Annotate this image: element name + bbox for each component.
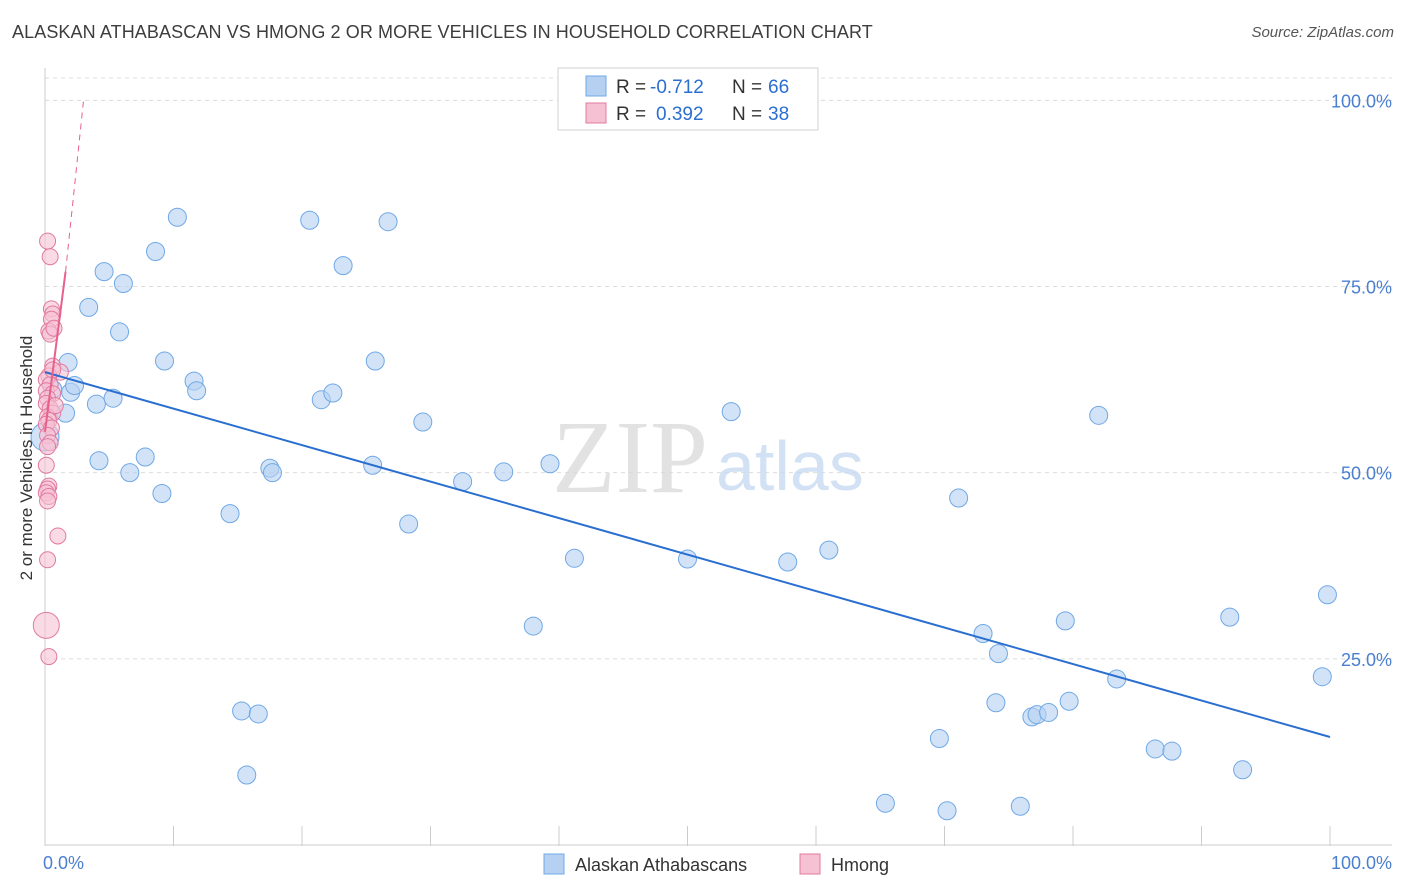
data-point-alaskan-athabascan xyxy=(937,801,957,821)
data-point-hmong xyxy=(39,551,57,569)
data-point-alaskan-athabascan xyxy=(89,451,109,471)
watermark-atlas: atlas xyxy=(716,427,864,505)
legend-n-label-1: N = xyxy=(732,77,762,98)
data-point-alaskan-athabascan xyxy=(1059,691,1079,711)
grid-lines xyxy=(45,77,1392,660)
data-point-alaskan-athabascan xyxy=(875,793,895,813)
legend-r-value-1: -0.712 xyxy=(650,77,704,98)
data-point-alaskan-athabascan xyxy=(540,454,560,474)
data-point-alaskan-athabascan xyxy=(988,644,1008,664)
data-point-alaskan-athabascan xyxy=(86,394,106,414)
data-point-alaskan-athabascan xyxy=(1010,796,1030,816)
data-point-alaskan-athabascan xyxy=(365,351,385,371)
data-point-alaskan-athabascan xyxy=(79,297,99,317)
x-tick-label-min: 0.0% xyxy=(43,853,84,873)
x-tick-label-max: 100.0% xyxy=(1331,853,1392,873)
tick-labels: 25.0% 50.0% 75.0% 100.0% 0.0% 100.0% xyxy=(43,91,1392,873)
data-point-alaskan-athabascan xyxy=(113,274,133,294)
legend-r-label-1: R = xyxy=(616,77,646,98)
data-point-alaskan-athabascan xyxy=(721,402,741,422)
bottom-legend-label-1: Alaskan Athabascans xyxy=(575,855,747,875)
data-point-alaskan-athabascan xyxy=(146,242,166,262)
legend-swatch-pink xyxy=(585,102,607,124)
data-point-alaskan-athabascan xyxy=(1055,611,1075,631)
source-label: Source: ZipAtlas.com xyxy=(1251,24,1394,41)
data-point-alaskan-athabascan xyxy=(248,704,268,724)
bottom-legend-swatch-pink xyxy=(799,853,821,875)
data-point-alaskan-athabascan xyxy=(523,616,543,636)
data-point-alaskan-athabascan xyxy=(237,765,257,785)
data-point-hmong xyxy=(46,397,64,415)
data-point-alaskan-athabascan xyxy=(494,462,514,482)
data-point-alaskan-athabascan xyxy=(1089,405,1109,425)
data-point-alaskan-athabascan xyxy=(1220,607,1240,627)
data-point-alaskan-athabascan xyxy=(819,540,839,560)
data-point-alaskan-athabascan xyxy=(300,210,320,230)
data-point-alaskan-athabascan xyxy=(1233,760,1253,780)
y-tick-label: 100.0% xyxy=(1331,91,1392,111)
data-point-alaskan-athabascan xyxy=(1317,585,1337,605)
data-point-alaskan-athabascan xyxy=(232,701,252,721)
data-point-hmong xyxy=(32,611,60,639)
data-point-hmong xyxy=(40,648,58,666)
data-point-alaskan-athabascan xyxy=(333,256,353,276)
data-point-alaskan-athabascan xyxy=(110,322,130,342)
bottom-legend-swatch-blue xyxy=(543,853,565,875)
data-point-alaskan-athabascan xyxy=(399,514,419,534)
trend-lines xyxy=(44,100,1331,738)
data-point-alaskan-athabascan xyxy=(120,463,140,483)
data-point-alaskan-athabascan xyxy=(220,504,240,524)
data-point-alaskan-athabascan xyxy=(135,447,155,467)
bottom-legend-label-2: Hmong xyxy=(831,855,889,875)
data-point-alaskan-athabascan xyxy=(94,262,114,282)
trend-line-hmong-extension xyxy=(65,100,85,272)
data-point-alaskan-athabascan xyxy=(413,412,433,432)
data-point-alaskan-athabascan xyxy=(262,463,282,483)
y-tick-label: 75.0% xyxy=(1341,278,1392,298)
watermark-zip: ZIP xyxy=(552,400,708,515)
data-point-hmong xyxy=(37,456,55,474)
legend-n-value-2: 38 xyxy=(768,104,789,125)
data-point-alaskan-athabascan xyxy=(323,383,343,403)
legend-r-label-2: R = xyxy=(616,104,646,125)
data-point-alaskan-athabascan xyxy=(986,693,1006,713)
y-tick-label: 50.0% xyxy=(1341,464,1392,484)
y-tick-label: 25.0% xyxy=(1341,650,1392,670)
data-point-alaskan-athabascan xyxy=(778,552,798,572)
data-point-hmong xyxy=(39,232,57,250)
chart-title: ALASKAN ATHABASCAN VS HMONG 2 OR MORE VE… xyxy=(12,22,873,42)
trend-line-alaskan-athabascan xyxy=(44,371,1331,738)
data-point-alaskan-athabascan xyxy=(1039,702,1059,722)
stats-legend: R = -0.712 N = 66 R = 0.392 N = 38 xyxy=(557,67,819,131)
legend-swatch-blue xyxy=(585,75,607,97)
data-point-alaskan-athabascan xyxy=(1145,739,1165,759)
data-point-hmong xyxy=(39,492,57,510)
data-point-alaskan-athabascan xyxy=(1312,667,1332,687)
data-point-alaskan-athabascan xyxy=(678,549,697,569)
data-point-alaskan-athabascan xyxy=(564,548,584,568)
data-point-alaskan-athabascan xyxy=(155,351,175,371)
data-point-alaskan-athabascan xyxy=(152,484,172,504)
legend-n-label-2: N = xyxy=(732,104,762,125)
data-point-hmong xyxy=(49,527,67,545)
data-point-hmong xyxy=(41,248,59,266)
legend-r-value-2: 0.392 xyxy=(656,104,704,125)
series-alaskan-athabascans xyxy=(30,207,1337,821)
legend-n-value-1: 66 xyxy=(768,77,789,98)
series-legend: Alaskan Athabascans Hmong xyxy=(543,853,889,875)
trend-line-hmong xyxy=(44,271,67,432)
data-point-alaskan-athabascan xyxy=(949,488,969,508)
data-point-alaskan-athabascan xyxy=(929,729,949,749)
data-point-alaskan-athabascan xyxy=(187,381,207,401)
data-point-alaskan-athabascan xyxy=(167,207,187,227)
data-point-alaskan-athabascan xyxy=(1162,741,1182,761)
axes xyxy=(44,68,1392,846)
data-point-alaskan-athabascan xyxy=(378,212,398,232)
data-point-hmong xyxy=(39,438,57,456)
y-axis-label: 2 or more Vehicles in Household xyxy=(17,336,36,581)
